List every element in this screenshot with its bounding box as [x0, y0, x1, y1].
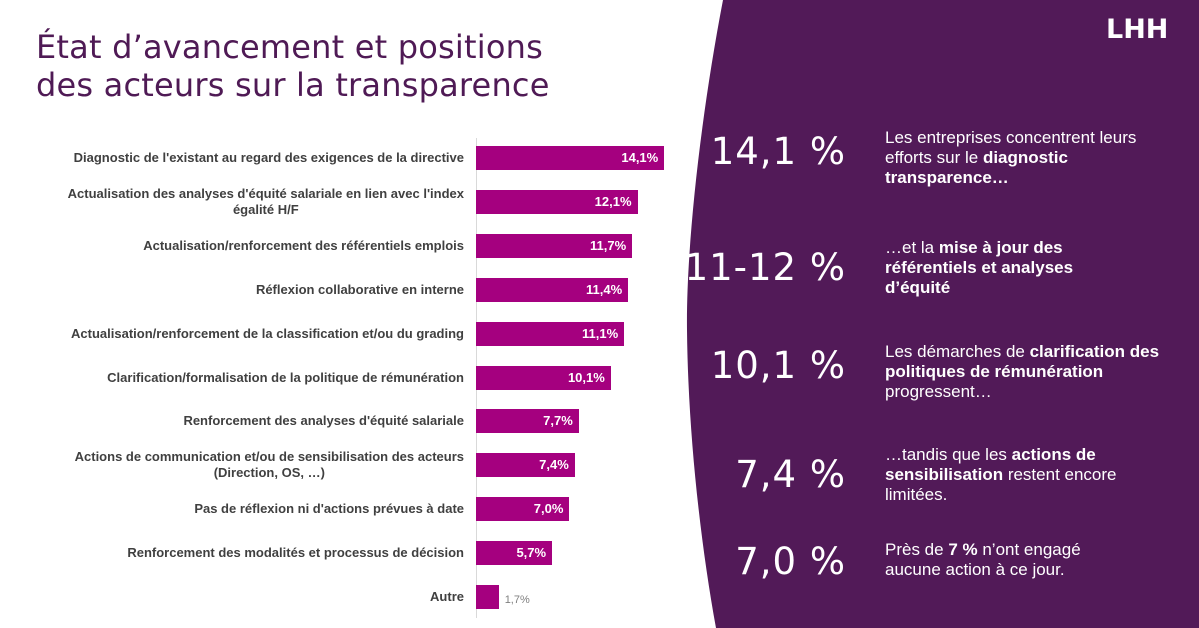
category-label-line: (Direction, OS, …) [213, 465, 325, 481]
category-label-line: égalité H/F [232, 201, 299, 217]
bar [476, 453, 575, 478]
horizontal-bar-chart: Diagnostic de l'existant au regard des e… [0, 130, 700, 620]
page-title: État d’avancement et positions des acteu… [36, 28, 636, 104]
bar [476, 365, 611, 390]
category-label-line: Actions de communication et/ou de sensib… [74, 449, 464, 465]
category-label-box: Réflexion collaborative en interne [0, 270, 464, 310]
highlight-text-segment: progressent… [885, 382, 992, 401]
bar-value-label: 12,1% [594, 193, 632, 209]
category-label: Réflexion collaborative en interne [256, 282, 464, 298]
category-label: Actualisation des analyses d'équité sala… [68, 186, 464, 218]
category-label-box: Pas de réflexion ni d'actions prévues à … [0, 489, 464, 529]
bar-value-label: 7,7% [543, 413, 573, 429]
category-label: Renforcement des analyses d'équité salar… [183, 413, 464, 429]
highlight-number: 7,4 % [735, 453, 846, 496]
highlight-text-bold: actions de sensibilisation [885, 445, 1096, 484]
category-label-line: Autre [430, 589, 464, 604]
bar-value-label: 7,0% [533, 501, 564, 517]
highlight-text-segment: Les démarches de [885, 342, 1030, 361]
bar [476, 321, 625, 346]
bar [476, 541, 553, 566]
highlight-text-segment: Près de [885, 540, 949, 559]
bar [476, 146, 665, 170]
highlight-text-segment: restent encore limitées. [885, 465, 1117, 504]
bar-value-label: 11,1% [582, 325, 619, 341]
highlight-text: …et la mise à jour des référentiels et a… [885, 238, 1125, 298]
bar-value-label: 14,1% [621, 150, 659, 165]
category-label-line: Actualisation des analyses d'équité sala… [67, 185, 464, 201]
highlight-number: 11-12 % [684, 246, 846, 289]
title-line-2: des acteurs sur la transparence [36, 66, 550, 104]
category-label: Clarification/formalisation de la politi… [107, 370, 464, 386]
bar [476, 189, 638, 214]
bar [476, 409, 579, 434]
category-label-box: Actualisation des analyses d'équité sala… [0, 182, 464, 222]
category-label-line: Réflexion collaborative en interne [255, 281, 464, 297]
category-label: Actualisation/renforcement de la classif… [71, 326, 464, 342]
category-label-line: Diagnostic de l'existant au regard des e… [73, 150, 464, 165]
highlight-number: 10,1 % [710, 344, 846, 387]
bar [476, 233, 633, 258]
category-label-line: Clarification/formalisation de la politi… [107, 369, 464, 385]
title-line-1: État d’avancement et positions [36, 28, 543, 66]
highlight-text-bold: clarification des politiques de rémunéra… [885, 342, 1160, 381]
category-label-box: Renforcement des analyses d'équité salar… [0, 401, 464, 441]
category-label-box: Renforcement des modalités et processus … [0, 533, 464, 573]
category-label-line: Actualisation/renforcement de la classif… [71, 325, 464, 341]
highlight-number: 14,1 % [710, 130, 846, 173]
highlight-text: …tandis que les actions de sensibilisati… [885, 445, 1155, 505]
bar-value-label: 5,7% [516, 545, 547, 561]
highlight-text-segment: n’ont engagé aucune action à ce jour. [885, 540, 1081, 579]
category-label: Pas de réflexion ni d'actions prévues à … [194, 501, 464, 517]
highlight-number: 7,0 % [735, 540, 846, 583]
category-label: Diagnostic de l'existant au regard des e… [74, 150, 464, 166]
category-label: Actions de communication et/ou de sensib… [75, 449, 464, 481]
category-label-box: Autre [0, 577, 464, 617]
bar [476, 585, 499, 609]
category-label-line: Renforcement des modalités et processus … [127, 545, 464, 561]
highlight-text-segment: …et la [885, 238, 939, 257]
lhh-logo: LHH [1106, 14, 1169, 45]
category-label-line: Actualisation/renforcement des référenti… [143, 237, 464, 253]
category-label-box: Actions de communication et/ou de sensib… [0, 445, 464, 485]
bar-value-label: 11,7% [590, 237, 627, 253]
highlight-text-bold: diagnostic transparence… [885, 148, 1068, 187]
category-label: Autre [430, 589, 464, 605]
highlight-text-segment: …tandis que les [885, 445, 1012, 464]
bar-value-label: 11,4% [586, 281, 623, 297]
panel-shape [686, 0, 1199, 628]
bar [476, 277, 629, 302]
bar [476, 497, 570, 522]
highlight-text: Les entreprises concentrent leurs effort… [885, 128, 1155, 188]
category-label-box: Diagnostic de l'existant au regard des e… [0, 138, 464, 178]
highlight-text-bold: 7 % [948, 540, 978, 559]
highlight-text-bold: mise à jour des référentiels et analyses… [885, 238, 1074, 297]
category-label: Actualisation/renforcement des référenti… [143, 238, 464, 254]
category-label-box: Actualisation/renforcement des référenti… [0, 226, 464, 266]
highlight-text-segment: Les entreprises concentrent leurs effort… [885, 128, 1137, 167]
category-label-box: Clarification/formalisation de la politi… [0, 358, 464, 398]
bar-value-label: 7,4% [539, 457, 569, 473]
category-label-line: Pas de réflexion ni d'actions prévues à … [194, 501, 464, 517]
category-label-box: Actualisation/renforcement de la classif… [0, 314, 464, 354]
category-label: Renforcement des modalités et processus … [127, 545, 464, 561]
bar-value-label: 10,1% [567, 369, 605, 385]
highlight-text: Près de 7 % n’ont engagé aucune action à… [885, 540, 1135, 580]
category-label-line: Renforcement des analyses d'équité salar… [183, 413, 464, 429]
bar-value-label: 1,7% [504, 594, 530, 606]
highlight-text: Les démarches de clarification des polit… [885, 342, 1165, 402]
